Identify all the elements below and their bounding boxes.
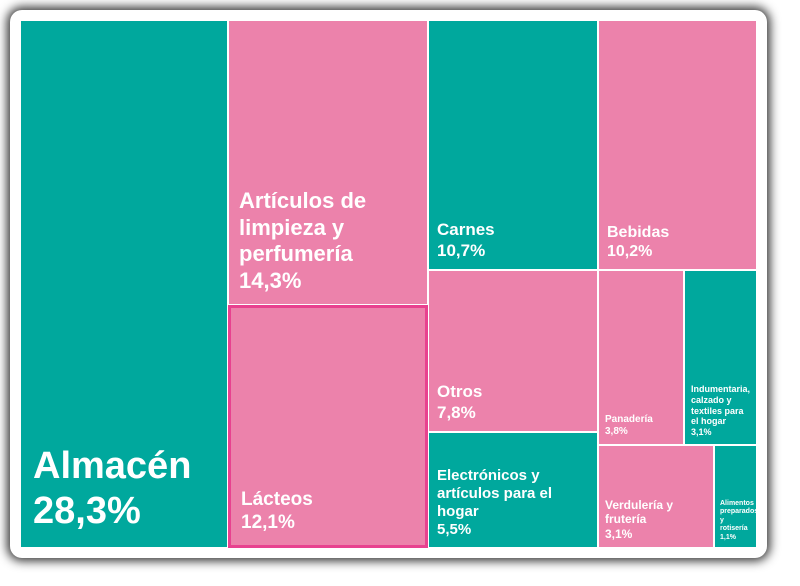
- tile-label: Almacén: [33, 444, 192, 487]
- value-label: 14,3%: [239, 267, 302, 293]
- tile: Artículos de limpieza y perfumería 14,3%: [228, 20, 428, 305]
- tile: Carnes 10,7%: [428, 20, 598, 270]
- tile-label: Otros: [437, 382, 483, 402]
- tile-label: Bebidas: [607, 223, 670, 241]
- tile-label: Alimentos preparados y rotisería: [720, 500, 759, 533]
- tile-label: Electrónicos y artículos para el hogar: [437, 467, 553, 520]
- tile-label: Panadería: [605, 414, 653, 425]
- value-label: 3,8%: [605, 426, 628, 437]
- value-label: 1,1%: [720, 533, 736, 541]
- tile: Verdulería y frutería 3,1%: [598, 445, 714, 548]
- value-label: 7,8%: [437, 402, 476, 422]
- value-label: 28,3%: [33, 490, 141, 533]
- tile-label: Lácteos: [241, 489, 313, 511]
- tile-label: Verdulería y frutería: [605, 497, 674, 527]
- treemap: Almacén 28,3% Artículos de limpieza y perf…: [20, 20, 759, 548]
- tile: Almacén 28,3%: [20, 20, 228, 548]
- tile: Alimentos preparados y rotisería 1,1%: [714, 445, 759, 548]
- value-label: 12,1%: [241, 512, 295, 534]
- tile-label: Carnes: [437, 220, 495, 240]
- tile: Otros 7,8%: [428, 270, 598, 432]
- value-label: 10,2%: [607, 242, 653, 260]
- value-label: 5,5%: [437, 521, 472, 538]
- value-label: 10,7%: [437, 240, 486, 260]
- tile: Indumentaria, calzado y textiles para el…: [684, 270, 757, 445]
- tile-label: Indumentaria, calzado y textiles para el…: [691, 384, 751, 427]
- value-label: 3,1%: [605, 526, 633, 541]
- tile: Lácteos 12,1%: [228, 305, 428, 548]
- tile: Bebidas 10,2%: [598, 20, 757, 270]
- tile-label: Artículos de limpieza y perfumería: [239, 188, 367, 267]
- tile: Electrónicos y artículos para el hogar 5,…: [428, 432, 598, 548]
- value-label: 3,1%: [691, 427, 712, 438]
- tile: Panadería 3,8%: [598, 270, 684, 445]
